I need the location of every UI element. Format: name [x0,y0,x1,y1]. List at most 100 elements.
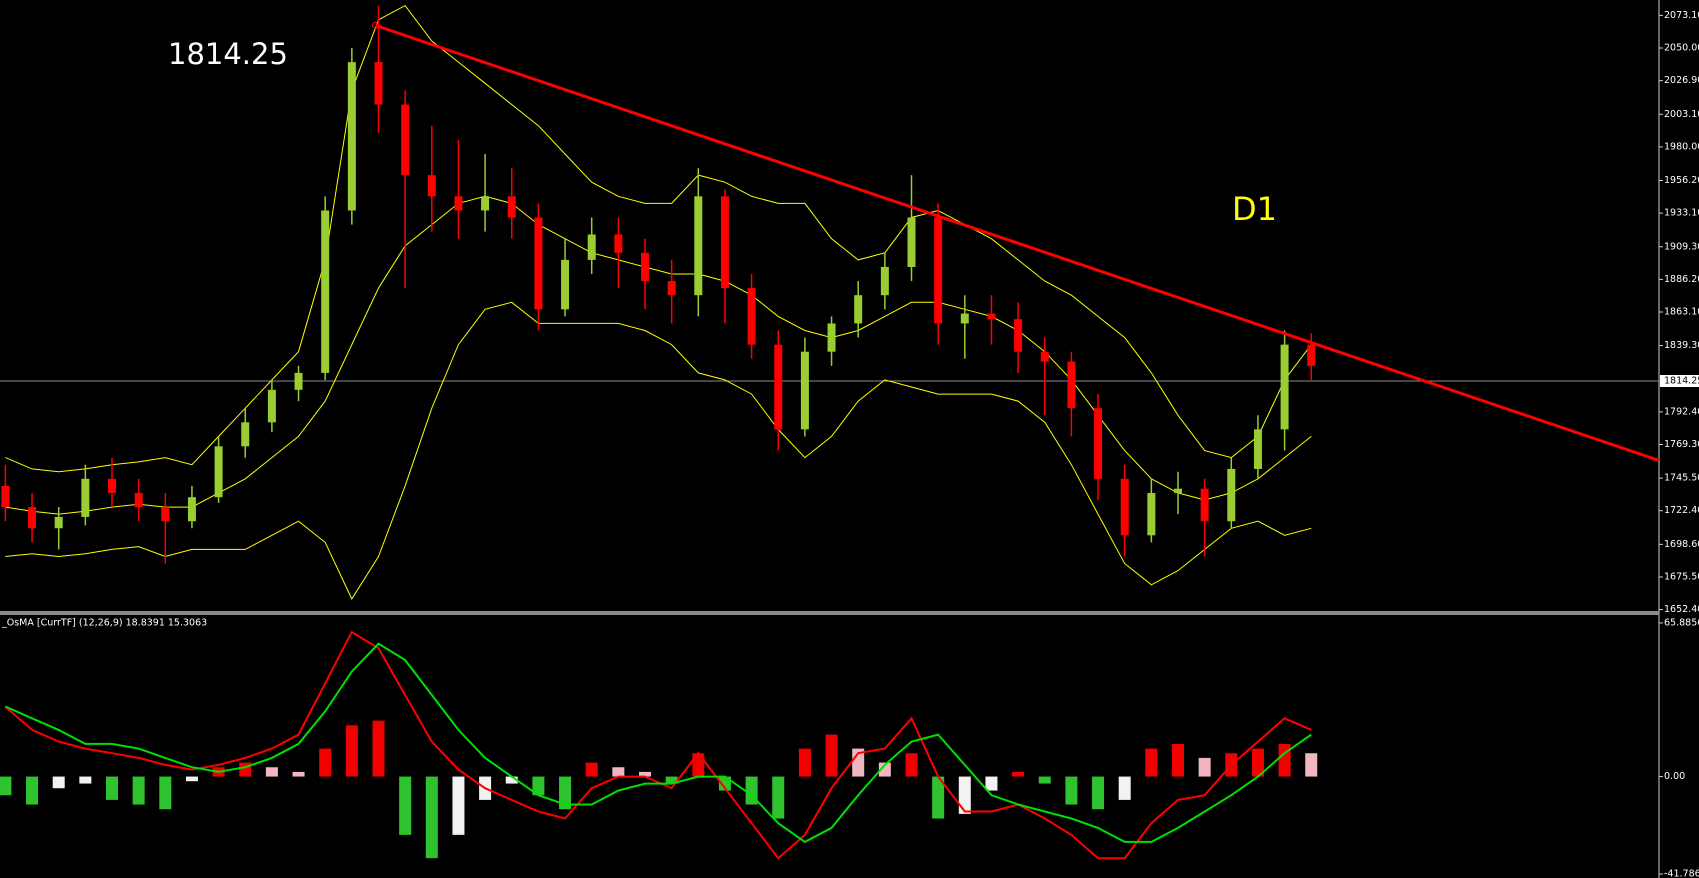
y-tick-label: 2073.10 [1664,10,1699,21]
osma-bar [79,776,92,784]
osma-bar [1038,776,1051,784]
y-tick-label: 1886.20 [1664,274,1699,285]
candle-body [934,217,943,324]
candle-body [241,422,250,447]
candle-body [587,234,596,260]
osma-bar [1198,757,1211,777]
candle-body [1,485,10,508]
candle-body [267,389,276,423]
candle-body [720,196,729,289]
current-price-box [1660,375,1699,388]
candle-body [1307,344,1316,366]
current-price-tag: 1814.25 [1664,376,1699,387]
candle-body [1120,478,1129,536]
y-tick-label: 1792.40 [1664,406,1699,417]
candle-body [187,497,196,522]
candle-body [774,344,783,430]
osma-bar [825,734,838,777]
bollinger-upper [5,4,1312,473]
panel-separator [0,611,1659,615]
candle-body [827,323,836,352]
y-tick-label: 65.8856 [1664,617,1699,628]
osma-bar [958,776,971,814]
candle-body [134,492,143,508]
y-tick-label: -41.7866 [1664,869,1699,878]
osma-bar [106,776,118,800]
candle-body [534,217,543,310]
osma-bar [452,776,465,835]
osma-bar [239,762,252,777]
candle-body [1067,361,1076,409]
y-tick-label: 1933.10 [1664,208,1699,219]
y-tick-label: 1698.60 [1664,539,1699,550]
candle-body [1280,344,1289,430]
candle-body [1094,408,1103,479]
y-tick-label: 0.00 [1664,771,1685,782]
trendline [375,24,1660,462]
candle-body [880,266,889,296]
osma-bar [878,762,891,777]
candle-body [747,288,756,345]
osma-bar [1145,748,1158,777]
osma-bar [185,776,198,782]
candle-body [54,516,63,529]
candle-body [561,259,570,310]
osma-bar [319,748,332,777]
osma-bar [1305,753,1318,777]
osma-bar [505,776,518,784]
candle-body [667,281,676,296]
osma-bar [585,762,598,777]
osma-bar [905,753,918,777]
y-tick-label: 2003.10 [1664,109,1699,120]
indicator-title: _OsMA [CurrTF] (12,26,9) 18.8391 15.3063 [1,618,207,629]
candle-body [427,175,436,197]
candle-body [614,234,623,253]
y-tick-label: 1909.30 [1664,241,1699,252]
candle-body [108,478,116,493]
candle-body [214,446,223,498]
y-tick-label: 1769.30 [1664,439,1699,450]
y-tick-label: 1745.50 [1664,473,1699,484]
candle-body [641,252,649,282]
candle-body [800,351,809,430]
candle-body [1200,488,1209,522]
y-tick-label: 1675.50 [1664,571,1699,582]
candle-body [481,196,490,211]
candle-body [374,62,383,105]
osma-bar [159,776,172,810]
osma-bar [932,776,945,819]
indicator-line [4,630,1312,860]
candle-body [507,196,516,218]
candle-body [1014,319,1023,352]
osma-bar [52,776,65,789]
candle-body [401,104,410,176]
osma-bar [1251,748,1264,777]
osma-bar [0,776,12,796]
candle-body [694,196,703,296]
candle-body [1253,429,1262,469]
candle-body [294,372,303,390]
indicator-line [4,642,1312,844]
y-tick-label: 1980.00 [1664,141,1699,152]
candle-body [1227,468,1236,522]
candle-body [1174,488,1182,493]
candle-body [1147,492,1156,536]
osma-bar [26,776,39,805]
candle-body [347,62,356,211]
osma-bar [1012,771,1025,777]
osma-bar [372,720,385,777]
candle-body [1040,351,1049,362]
osma-bar [425,776,438,859]
trendline-anchor [372,21,379,29]
candle-body [987,313,996,320]
osma-bar [345,725,358,777]
osma-bar [612,767,625,777]
y-tick-label: 1863.10 [1664,307,1699,318]
y-tick-label: 1956.20 [1664,175,1699,186]
y-tick-label: 1722.40 [1664,505,1699,516]
y-tick-label: 1839.30 [1664,340,1699,351]
candle-body [907,217,916,267]
osma-bar [532,776,545,796]
osma-bar [292,771,305,777]
